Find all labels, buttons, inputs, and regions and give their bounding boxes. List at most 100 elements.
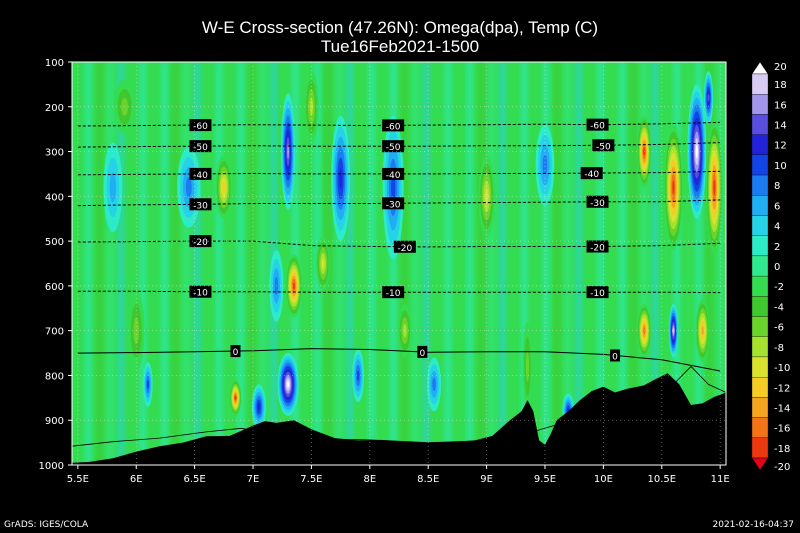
omega-streak [149, 62, 158, 465]
y-tick-label: 100 [45, 58, 64, 69]
omega-streak [509, 62, 518, 465]
omega-streak [160, 62, 169, 465]
isotherm-label: -20 [193, 238, 208, 248]
omega-streak [73, 62, 82, 465]
omega-streak [193, 62, 202, 465]
omega-cell [292, 282, 295, 290]
omega-streak [356, 62, 365, 465]
plot-area: -60 -60 -60 -50 -50 -50 -40 -40 -40 -30 -30 -30 -20 -… [72, 61, 726, 466]
omega-cell [432, 377, 436, 392]
omega-streak [258, 62, 267, 465]
y-tick-label: 600 [45, 282, 64, 293]
x-tick-label: 10E [594, 474, 613, 485]
omega-streak [553, 62, 562, 465]
colorbar-cell [751, 417, 769, 438]
omega-streak [378, 62, 387, 465]
colorbar-label: 4 [774, 222, 780, 233]
omega-cell [257, 403, 261, 411]
isotherm-label: -20 [590, 243, 605, 253]
colorbar-cell [751, 336, 769, 358]
colorbar-cell [751, 195, 769, 216]
colorbar-label: -10 [774, 363, 790, 374]
isotherm-label: -20 [397, 244, 412, 254]
omega-cell [185, 177, 192, 198]
isotherm-label: -50 [596, 142, 611, 152]
omega-streak [95, 62, 104, 465]
colorbar-cell [751, 457, 769, 471]
omega-streak [433, 62, 442, 465]
omega-field [72, 62, 726, 465]
omega-cell [525, 351, 530, 382]
y-tick-label: 700 [45, 327, 64, 338]
omega-streak [422, 62, 431, 465]
isotherm-label: -30 [193, 201, 208, 211]
colorbar-label: 2 [774, 242, 780, 253]
colorbar-label: 16 [774, 100, 787, 111]
colorbar-label: 0 [774, 262, 780, 273]
omega-streak [411, 62, 420, 465]
isotherm-label-bg [230, 345, 241, 358]
colorbar-label: -8 [774, 343, 784, 354]
omega-streak [117, 62, 126, 465]
isotherm-label: -30 [590, 199, 605, 209]
colorbar-cell [751, 397, 769, 418]
footer-credit: GrADS: IGES/COLA [4, 520, 89, 530]
omega-streak [618, 62, 627, 465]
colorbar-cell [751, 114, 769, 135]
isotherm-label: -10 [590, 289, 605, 299]
omega-cell [321, 258, 325, 269]
omega-streak [694, 62, 703, 465]
omega-streak [476, 62, 485, 465]
omega-streak [542, 62, 551, 465]
colorbar-cell [751, 275, 769, 297]
omega-cell [391, 173, 396, 202]
x-tick-label: 8E [363, 474, 376, 485]
x-tick-label: 10.5E [647, 474, 676, 485]
x-tick-label: 6E [130, 474, 143, 485]
footer-timestamp: 2021-02-16-04:37 [712, 520, 795, 530]
isotherm-label-bg [580, 167, 603, 180]
y-tick-label: 900 [45, 416, 64, 427]
omega-streak [127, 62, 136, 465]
x-tick-label: 5.5E [67, 474, 89, 485]
omega-streak [465, 62, 474, 465]
omega-streak [247, 62, 256, 465]
x-tick-label: 9E [480, 474, 493, 485]
omega-streak [345, 62, 354, 465]
omega-streak [531, 62, 540, 465]
colorbar-label: -18 [774, 444, 790, 455]
colorbar-cell [751, 296, 769, 317]
omega-streak [367, 62, 376, 465]
isotherm-label: 0 [612, 352, 618, 362]
isotherm-label: -10 [386, 289, 401, 299]
omega-cell [701, 326, 704, 336]
colorbar-cell [751, 215, 769, 236]
colorbar-cell [751, 356, 769, 378]
omega-streak [651, 62, 660, 465]
omega-streak [716, 62, 725, 465]
isotherm-label-bg [586, 286, 609, 299]
colorbar-cell [751, 377, 769, 398]
omega-streak [226, 62, 235, 465]
isotherm-label: -40 [386, 171, 401, 181]
colorbar-label: -14 [774, 403, 790, 414]
omega-streak [444, 62, 453, 465]
omega-cell [542, 154, 548, 176]
colorbar-label: 18 [774, 80, 787, 91]
isotherm-label-bg [382, 167, 405, 180]
colorbar-cell [751, 134, 769, 155]
colorbar-cell [751, 174, 769, 196]
isotherm-label-bg [189, 140, 212, 153]
omega-streak [138, 62, 147, 465]
omega-streak [683, 62, 692, 465]
colorbar-label: 14 [774, 121, 787, 132]
isotherm-label-bg [189, 198, 212, 211]
omega-streak [640, 62, 649, 465]
omega-cell [109, 172, 116, 203]
colorbar-label: 8 [774, 181, 780, 192]
chart-title: W-E Cross-section (47.26N): Omega(dpa), … [201, 18, 599, 37]
isotherm-label-bg [586, 118, 609, 131]
omega-streak [215, 62, 224, 465]
isotherm-label: -50 [193, 143, 208, 153]
